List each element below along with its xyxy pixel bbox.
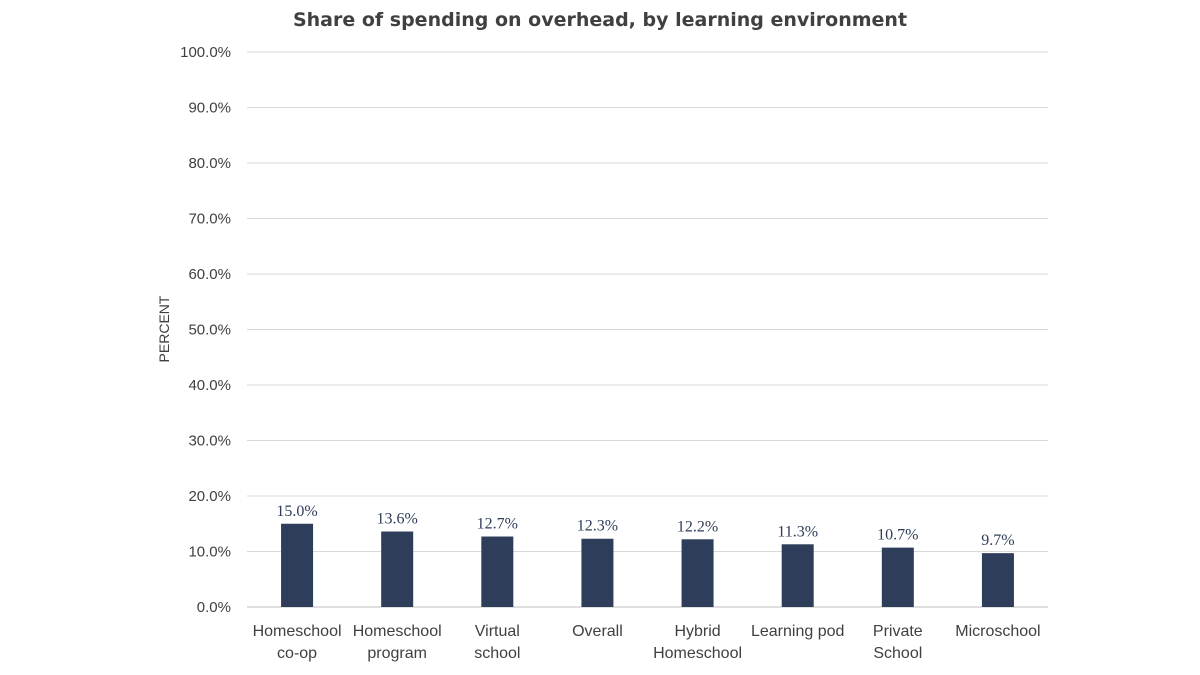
data-label: 10.7% bbox=[877, 527, 918, 544]
gridlines bbox=[247, 51, 1048, 608]
data-label: 15.0% bbox=[276, 503, 317, 520]
data-label: 12.2% bbox=[677, 518, 718, 535]
bar bbox=[881, 547, 914, 607]
x-category-label: Private School bbox=[873, 623, 923, 662]
x-category-label: Hybrid Homeschool bbox=[653, 623, 742, 662]
y-tick-label: 20.0% bbox=[188, 488, 231, 505]
y-axis-title: PERCENT bbox=[156, 295, 172, 362]
y-tick-label: 0.0% bbox=[197, 599, 231, 616]
y-axis-tick-labels: 0.0% 10.0% 20.0% 30.0% 40.0% 50.0% 60.0% 70.0% 8… bbox=[180, 44, 231, 616]
x-category-label: Virtual school bbox=[474, 623, 520, 662]
bar bbox=[581, 538, 614, 607]
data-labels: 15.0% 13.6% 12.7% 12.3% 12.2% 11.3% 10.7% 9.7% bbox=[276, 503, 1014, 549]
x-category-label: Homeschool co-op bbox=[253, 623, 342, 662]
data-label: 11.3% bbox=[777, 523, 818, 540]
bar bbox=[681, 539, 714, 607]
y-tick-label: 30.0% bbox=[188, 433, 231, 450]
data-label: 13.6% bbox=[377, 511, 418, 528]
data-label: 9.7% bbox=[981, 532, 1014, 549]
y-tick-label: 80.0% bbox=[188, 155, 231, 172]
bar bbox=[981, 553, 1014, 607]
data-label: 12.3% bbox=[577, 518, 618, 535]
x-category-label: Learning pod bbox=[751, 623, 844, 640]
bar bbox=[381, 531, 414, 607]
y-tick-label: 10.0% bbox=[188, 544, 231, 561]
x-category-label: Homeschool program bbox=[353, 623, 442, 662]
bar bbox=[481, 536, 514, 607]
y-tick-label: 70.0% bbox=[188, 211, 231, 228]
y-tick-label: 50.0% bbox=[188, 322, 231, 339]
bars bbox=[281, 523, 1014, 607]
y-tick-label: 60.0% bbox=[188, 266, 231, 283]
y-tick-label: 90.0% bbox=[188, 100, 231, 117]
bar bbox=[281, 523, 314, 607]
x-axis-category-labels: Homeschool co-op Homeschool program Virtual s… bbox=[253, 623, 1041, 662]
x-category-label: Overall bbox=[572, 623, 623, 640]
x-category-label: Microschool bbox=[955, 623, 1040, 640]
y-tick-label: 100.0% bbox=[180, 44, 231, 61]
chart-title: Share of spending on overhead, by learni… bbox=[292, 9, 908, 31]
data-label: 12.7% bbox=[477, 516, 518, 533]
bar bbox=[781, 544, 814, 607]
y-tick-label: 40.0% bbox=[188, 377, 231, 394]
